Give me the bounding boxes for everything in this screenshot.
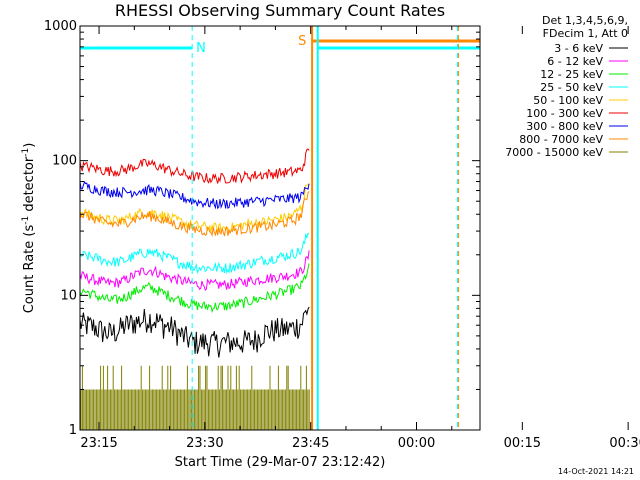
series-2 (79, 250, 310, 292)
legend-entry-label: 100 - 300 keV (526, 107, 603, 120)
series-trace (79, 306, 310, 358)
series-9 (80, 365, 310, 430)
series-7 (79, 180, 310, 210)
legend-header-line1: Det 1,3,4,5,6,9, (542, 14, 628, 27)
series-trace (79, 191, 310, 238)
y-tick-label: 1 (69, 423, 77, 438)
x-tick-label: 23:30 (186, 436, 223, 451)
legend-entry-label: 3 - 6 keV (554, 42, 603, 55)
y-tick-label: 100 (52, 154, 77, 169)
y-tick-label: 1000 (44, 19, 77, 34)
x-tick-label: 23:45 (292, 436, 329, 451)
legend-header-line2: FDecim 1, Att 0 (543, 27, 628, 40)
legend-entry-label: 12 - 25 keV (540, 68, 603, 81)
series-5 (79, 183, 310, 234)
y-axis-label-part3: ) (22, 143, 37, 148)
x-tick-label: 00:30 (609, 436, 640, 451)
chart-title: RHESSI Observing Summary Count Rates (115, 1, 445, 20)
y-axis-label-sup2: -1 (21, 148, 31, 157)
footer-timestamp: 14-Oct-2021 14:21 (558, 467, 634, 476)
series-3 (79, 263, 310, 314)
legend-entry-label: 800 - 7000 keV (519, 133, 603, 146)
y-axis-ticks: 1 10 100 1000 (44, 19, 480, 438)
x-tick-label: 23:15 (80, 436, 117, 451)
series-trace (79, 263, 310, 314)
plot-frame (79, 25, 481, 431)
s-marker-label: S (298, 34, 306, 49)
series-6 (79, 148, 310, 184)
legend-entry-label: 7000 - 15000 keV (505, 146, 603, 159)
legend: Det 1,3,4,5,6,9, FDecim 1, Att 0 3 - 6 k… (505, 14, 628, 159)
series-trace (79, 148, 310, 184)
data-layer (79, 148, 310, 430)
series-trace (79, 232, 310, 274)
y-tick-label: 10 (60, 288, 77, 303)
x-axis-label: Start Time (29-Mar-07 23:12:42) (175, 455, 386, 470)
legend-entry-label: 25 - 50 keV (540, 81, 603, 94)
x-tick-label: 00:00 (398, 436, 435, 451)
series-1 (79, 306, 310, 358)
series-8 (79, 191, 310, 238)
series-trace (79, 180, 310, 210)
x-tick-label: 00:15 (504, 436, 541, 451)
n-marker-label: N (196, 41, 206, 56)
legend-entry-label: 50 - 100 keV (533, 94, 603, 107)
series-trace-7000-15000 (80, 365, 310, 430)
series-trace (79, 250, 310, 292)
y-axis-label: Count Rate (s-1 detector-1) (21, 143, 37, 314)
y-axis-label-part2: detector (22, 156, 37, 216)
y-axis-label-sup1: -1 (21, 216, 31, 225)
series-4 (79, 232, 310, 274)
y-axis-label-part1: Count Rate (s (22, 225, 37, 314)
legend-entry-label: 6 - 12 keV (547, 55, 603, 68)
legend-entry-label: 300 - 800 keV (526, 120, 603, 133)
series-trace (79, 183, 310, 234)
